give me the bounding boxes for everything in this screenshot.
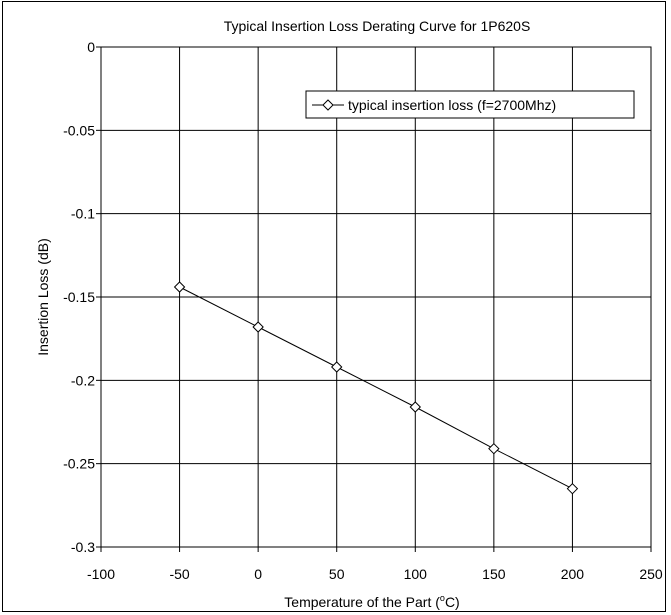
y-tick-label: -0.05 xyxy=(63,122,95,138)
x-tick-label: -50 xyxy=(169,566,189,582)
y-tick-label: -0.15 xyxy=(63,289,95,305)
data-point-marker xyxy=(252,321,264,333)
grid xyxy=(100,46,652,548)
data-point-marker xyxy=(173,281,186,293)
y-tick-label: -0.1 xyxy=(71,206,95,222)
x-axis-label-main: Temperature of the Part ( xyxy=(284,594,440,610)
x-tick-label: 150 xyxy=(482,566,506,582)
legend-box xyxy=(305,90,635,119)
x-axis-label: Temperature of the Part (oC) xyxy=(284,593,459,610)
series-line xyxy=(179,286,573,490)
x-tick-label: -100 xyxy=(87,566,115,582)
chart-title: Typical Insertion Loss Derating Curve fo… xyxy=(224,18,531,34)
axis-ticks: -100 -50 0 50 100 150 200 250 0 -0.05 -0.1 -0.15 -0.… xyxy=(63,39,663,582)
y-tick-label: -0.3 xyxy=(71,539,95,555)
x-tick-label: 0 xyxy=(254,566,262,582)
data-point-marker xyxy=(488,442,500,455)
data-point-marker xyxy=(331,361,343,373)
data-point-marker xyxy=(409,401,421,413)
y-tick-label: -0.25 xyxy=(63,456,95,472)
x-tick-label: 100 xyxy=(404,566,428,582)
y-axis-label: Insertion Loss (dB) xyxy=(35,238,51,356)
x-axis-label-unit: C) xyxy=(445,594,460,610)
x-tick-label: 200 xyxy=(561,566,585,582)
y-tick-label: 0 xyxy=(87,39,95,55)
legend: typical insertion loss (f=2700Mhz) xyxy=(305,90,635,119)
data-point-marker xyxy=(566,482,579,495)
legend-label: typical insertion loss (f=2700Mhz) xyxy=(348,97,556,113)
legend-diamond-marker xyxy=(322,99,334,111)
x-axis-label-superscript: o xyxy=(440,593,445,603)
series-layer xyxy=(173,281,579,495)
x-tick-label: 50 xyxy=(329,566,345,582)
x-tick-label: 250 xyxy=(639,566,663,582)
y-tick-label: -0.2 xyxy=(71,372,95,388)
